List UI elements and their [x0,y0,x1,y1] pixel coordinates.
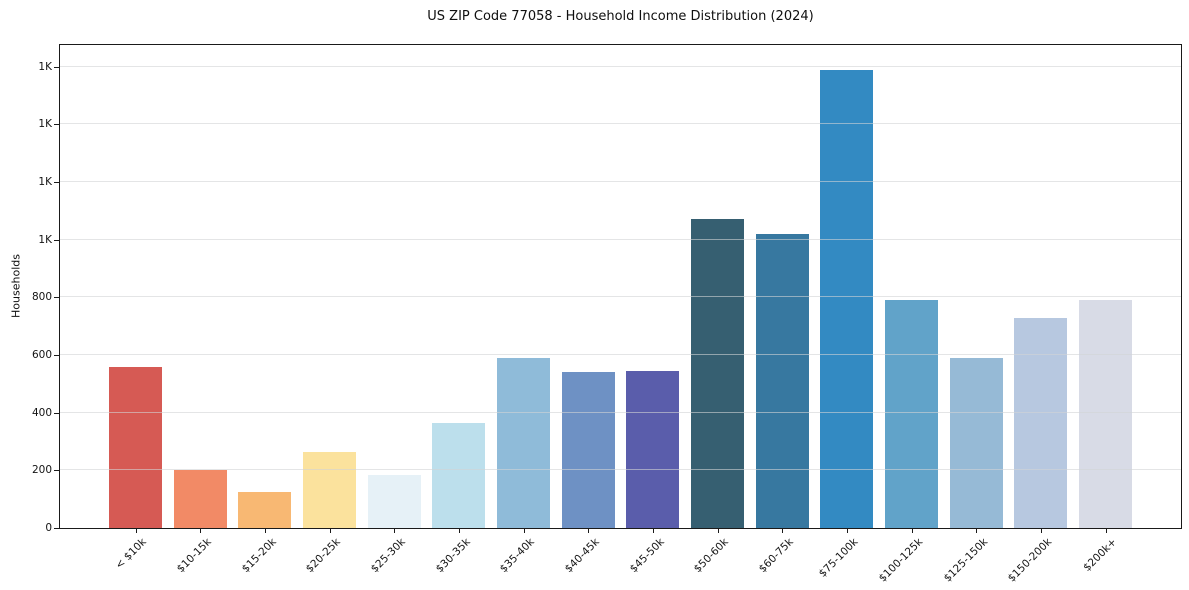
x-tick-mark [588,528,590,533]
x-tick-label: $100-125k [876,536,925,585]
x-tick-mark [846,528,848,533]
bar [173,470,227,528]
gridline [60,180,1181,182]
x-tick-label: $35-40k [497,536,537,576]
gridline [60,238,1181,240]
x-tick-label: $200k+ [1081,536,1119,574]
x-tick-label: $75-100k [816,536,861,580]
bar [109,366,162,528]
bar [1014,317,1068,528]
x-tick-mark [329,528,331,533]
x-tick-label: $10-15k [174,536,214,576]
bar [238,491,292,528]
x-tick-label: $25-30k [368,536,408,576]
gridline [60,469,1181,471]
gridline [60,411,1181,413]
plot-area [59,44,1182,529]
y-axis-label: Households [9,254,23,318]
y-tick-mark [54,124,59,126]
bar [367,474,421,528]
bar [561,372,615,528]
bar [1079,300,1132,528]
y-tick-mark [54,412,59,414]
x-tick-mark [652,528,654,533]
y-tick-label: 1K [38,60,52,73]
x-tick-mark [200,528,202,533]
x-tick-label: $20-25k [303,536,343,576]
bar [497,357,550,528]
bar [949,357,1003,528]
x-tick-mark [1105,528,1107,533]
y-tick-mark [54,66,59,68]
x-tick-label: $50-60k [691,536,731,576]
x-tick-mark [135,528,137,533]
y-tick-label: 800 [31,291,52,304]
x-tick-mark [394,528,396,533]
gridline [60,123,1181,125]
x-tick-label: < $10k [113,536,149,572]
y-tick-mark [54,297,59,299]
y-tick-mark [54,528,59,529]
x-tick-mark [911,528,913,533]
y-tick-mark [54,354,59,356]
gridline [60,65,1181,67]
x-tick-mark [1040,528,1042,533]
y-tick-label: 200 [31,464,52,477]
bar [626,370,680,528]
bar [432,422,486,528]
y-tick-label: 0 [45,522,52,534]
y-tick-label: 600 [31,348,52,361]
bar [691,219,744,528]
x-tick-label: $150-200k [1005,536,1055,585]
x-tick-label: $125-150k [941,536,990,585]
x-tick-mark [782,528,784,533]
x-tick-label: $40-45k [562,536,602,576]
x-tick-label: $45-50k [627,536,667,576]
y-tick-label: 1K [38,175,52,188]
bar [303,451,356,528]
y-tick-label: 400 [31,406,52,419]
y-tick-mark [54,239,59,241]
gridline [60,354,1181,355]
bar [755,233,809,528]
chart-title: US ZIP Code 77058 - Household Income Dis… [427,9,814,24]
x-tick-label: $60-75k [756,536,796,576]
x-tick-mark [458,528,460,533]
x-tick-mark [717,528,719,533]
y-tick-mark [54,470,59,472]
x-tick-mark [523,528,525,533]
y-tick-label: 1K [38,118,52,131]
bar [885,300,938,528]
x-tick-label: $30-35k [433,536,473,576]
gridline [60,296,1181,298]
x-tick-mark [976,528,978,533]
x-tick-label: $15-20k [239,536,279,576]
x-tick-mark [264,528,266,533]
y-tick-label: 1K [38,233,52,246]
bar [820,69,874,528]
y-tick-mark [54,181,59,183]
